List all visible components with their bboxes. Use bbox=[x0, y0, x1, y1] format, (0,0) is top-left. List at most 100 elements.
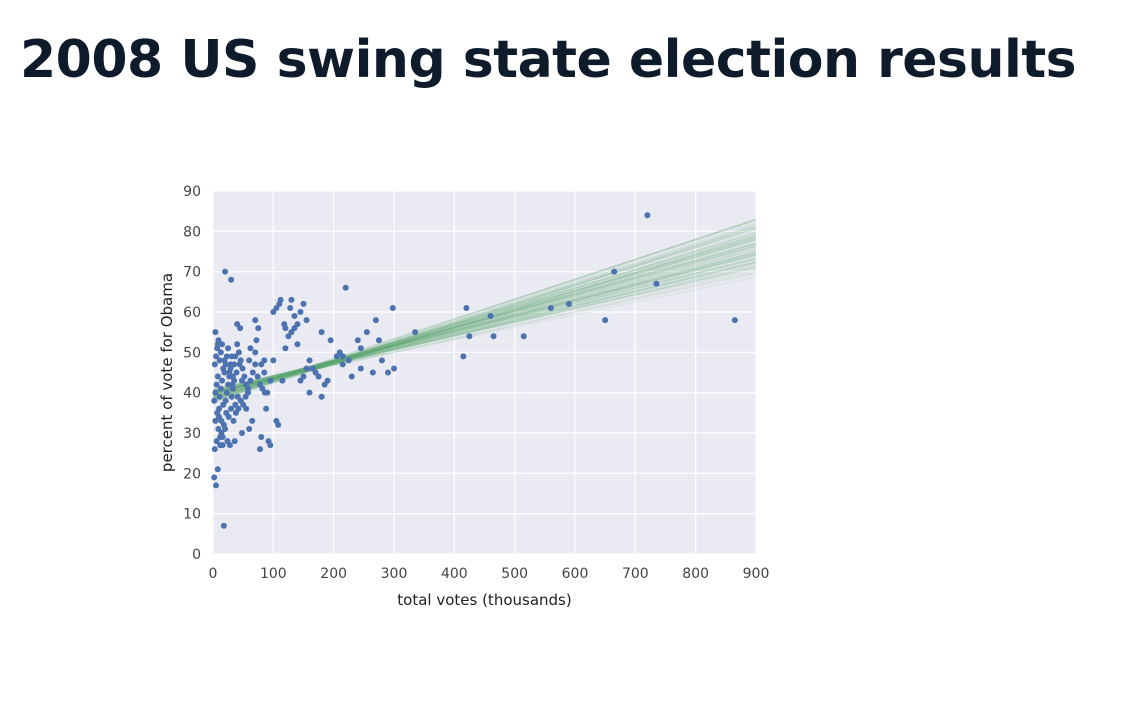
regression-line bbox=[213, 269, 756, 390]
data-points bbox=[211, 212, 738, 529]
data-point bbox=[318, 329, 325, 336]
regression-line bbox=[213, 220, 756, 401]
regression-line bbox=[213, 256, 756, 392]
data-point bbox=[288, 296, 295, 303]
data-point bbox=[412, 329, 419, 336]
data-point bbox=[490, 333, 497, 340]
regression-line bbox=[213, 226, 756, 399]
regression-line bbox=[213, 227, 756, 403]
regression-line bbox=[213, 251, 756, 398]
regression-line bbox=[213, 234, 756, 398]
regression-line bbox=[213, 245, 756, 398]
data-point bbox=[463, 304, 470, 311]
data-point bbox=[226, 442, 233, 449]
regression-line bbox=[213, 257, 756, 394]
y-tick-label: 10 bbox=[183, 507, 201, 523]
regression-line bbox=[213, 239, 756, 396]
regression-line bbox=[213, 262, 756, 395]
data-point bbox=[234, 341, 241, 348]
regression-line bbox=[213, 249, 756, 396]
regression-line bbox=[213, 252, 756, 393]
data-point bbox=[247, 377, 254, 384]
data-point bbox=[229, 373, 236, 380]
regression-line bbox=[213, 228, 756, 398]
regression-line bbox=[213, 235, 756, 401]
data-point bbox=[375, 337, 382, 344]
data-point bbox=[252, 349, 259, 356]
regression-line bbox=[213, 219, 756, 399]
data-point bbox=[211, 446, 218, 453]
data-point bbox=[460, 353, 467, 360]
regression-line bbox=[213, 261, 756, 395]
data-point bbox=[237, 325, 244, 332]
data-point bbox=[520, 333, 527, 340]
data-point bbox=[222, 361, 229, 368]
data-point bbox=[363, 329, 370, 336]
data-point bbox=[300, 300, 307, 307]
data-point bbox=[220, 522, 227, 529]
data-point bbox=[249, 417, 256, 424]
data-point bbox=[211, 361, 218, 368]
data-point bbox=[242, 393, 249, 400]
x-tick-label: 0 bbox=[209, 566, 218, 582]
regression-line bbox=[213, 245, 756, 394]
regression-line bbox=[213, 222, 756, 403]
regression-line bbox=[213, 239, 756, 399]
data-point bbox=[253, 337, 260, 344]
regression-line bbox=[213, 224, 756, 401]
regression-line bbox=[213, 248, 756, 394]
regression-line bbox=[213, 253, 756, 397]
regression-line bbox=[213, 254, 756, 392]
data-point bbox=[339, 353, 346, 360]
data-point bbox=[306, 357, 313, 364]
regression-line bbox=[213, 243, 756, 397]
data-point bbox=[223, 389, 230, 396]
regression-line bbox=[213, 260, 756, 394]
regression-line bbox=[213, 224, 756, 404]
regression-line bbox=[213, 228, 756, 400]
regression-line bbox=[213, 238, 756, 401]
regression-line bbox=[213, 254, 756, 391]
data-point bbox=[487, 313, 494, 320]
data-point bbox=[339, 361, 346, 368]
x-tick-label: 800 bbox=[682, 566, 709, 582]
data-point bbox=[369, 369, 376, 376]
data-point bbox=[214, 341, 221, 348]
data-point bbox=[225, 413, 232, 420]
regression-line bbox=[213, 243, 756, 395]
regression-line bbox=[213, 260, 756, 393]
data-point bbox=[287, 304, 294, 311]
regression-line bbox=[213, 243, 756, 396]
regression-line bbox=[213, 247, 756, 396]
regression-line bbox=[213, 238, 756, 399]
data-point bbox=[212, 389, 219, 396]
y-tick-label: 50 bbox=[183, 345, 201, 361]
y-tick-label: 20 bbox=[183, 466, 201, 482]
data-point bbox=[384, 369, 391, 376]
data-point bbox=[222, 425, 229, 432]
data-point bbox=[282, 325, 289, 332]
data-point bbox=[243, 405, 250, 412]
data-point bbox=[235, 349, 242, 356]
data-point bbox=[216, 357, 223, 364]
data-point bbox=[342, 284, 349, 291]
data-point bbox=[255, 325, 262, 332]
regression-line bbox=[213, 218, 756, 401]
regression-line bbox=[213, 245, 756, 394]
x-axis-ticks: 0 100 200 300 400 500 600 700 800 900 bbox=[209, 566, 770, 582]
data-point bbox=[258, 434, 265, 441]
y-tick-label: 0 bbox=[192, 547, 201, 563]
data-point bbox=[232, 353, 239, 360]
y-axis-ticks: 0 10 20 30 40 50 60 70 80 90 bbox=[183, 184, 201, 563]
data-point bbox=[226, 369, 233, 376]
regression-line bbox=[213, 233, 756, 397]
x-tick-label: 700 bbox=[622, 566, 649, 582]
data-point bbox=[303, 365, 310, 372]
data-point bbox=[277, 296, 284, 303]
data-point bbox=[378, 357, 385, 364]
data-point bbox=[225, 345, 232, 352]
regression-line bbox=[213, 258, 756, 391]
data-point bbox=[225, 381, 232, 388]
data-point bbox=[324, 377, 331, 384]
